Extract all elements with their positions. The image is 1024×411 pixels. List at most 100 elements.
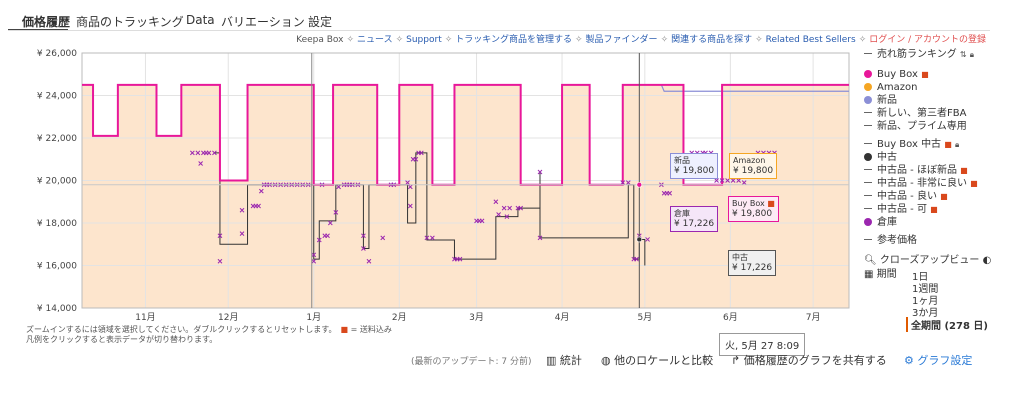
- lock-icon: 🔒︎: [955, 140, 960, 149]
- warehouse-point: [333, 210, 339, 215]
- graph-settings-button[interactable]: ⚙ グラフ設定: [904, 352, 972, 368]
- link-manage-tracking[interactable]: トラッキング商品を管理する: [455, 35, 572, 45]
- y-tick-label: ¥ 16,000: [37, 262, 77, 272]
- hover-point: [636, 181, 643, 188]
- warehouse-point: [537, 169, 543, 175]
- tab-tracking[interactable]: 商品のトラッキング: [76, 15, 184, 29]
- tooltip-new: 新品 ¥ 19,800: [670, 153, 719, 179]
- link-product-finder[interactable]: 製品ファインダー: [585, 35, 658, 45]
- warehouse-point: [239, 207, 245, 213]
- period-1-week[interactable]: 1週間: [912, 284, 939, 295]
- warehouse-point: [311, 258, 317, 264]
- diamond-separator-icon: ✧: [755, 35, 763, 45]
- truck-icon: ■: [944, 140, 952, 149]
- link-related-best-sellers[interactable]: Related Best Sellers: [765, 35, 856, 45]
- line-marker-icon: [864, 143, 872, 144]
- link-keepa-box[interactable]: Keepa Box: [296, 35, 344, 45]
- legend-used-good[interactable]: 中古品 - 良い ■: [864, 190, 948, 203]
- tooltip-value: ¥ 17,226: [674, 219, 715, 229]
- warehouse-point: [496, 212, 501, 217]
- closeup-label: クローズアップビュー: [879, 255, 980, 266]
- period-all[interactable]: 全期間 (278 日): [906, 317, 988, 332]
- toggle-icon[interactable]: ◐: [982, 255, 992, 266]
- top-links: Keepa Box ✧ ニュース ✧ Support ✧ トラッキング商品を管理する ✧ 製品フ…: [296, 32, 986, 45]
- compare-locales-button[interactable]: ◍ 他のロケールと比較: [601, 352, 713, 368]
- tooltip-value: ¥ 17,226: [732, 263, 773, 273]
- diamond-separator-icon: ✧: [444, 35, 453, 45]
- y-tick-label: ¥ 26,000: [37, 49, 77, 59]
- period-1-day[interactable]: 1日: [912, 272, 929, 283]
- tab-data[interactable]: Data: [186, 13, 215, 27]
- warehouse-point: [361, 233, 366, 239]
- tooltip-label: 倉庫: [674, 209, 690, 218]
- stats-button[interactable]: ▥ 統計: [546, 352, 582, 368]
- legend-used-acceptable[interactable]: 中古品 - 可 ■: [864, 203, 938, 216]
- tab-bar-border: [8, 30, 990, 31]
- legend-buy-box[interactable]: Buy Box ■: [864, 68, 929, 81]
- line-marker-icon: [864, 195, 872, 196]
- line-marker-icon: [864, 112, 872, 113]
- legend-label: 中古品 - 良い: [877, 191, 937, 202]
- tooltip-used: 中古 ¥ 17,226: [728, 250, 777, 276]
- warehouse-point: [212, 150, 217, 156]
- diamond-separator-icon: ✧: [858, 35, 867, 45]
- legend-used-like-new[interactable]: 中古品 - ほぼ新品 ■: [864, 164, 968, 177]
- y-tick-label: ¥ 22,000: [37, 134, 77, 144]
- truck-icon: ■: [767, 199, 775, 208]
- tab-variations[interactable]: バリエーション: [221, 15, 305, 29]
- legend-new-3p-fba[interactable]: 新しい、第三者FBA: [864, 107, 966, 120]
- legend-list-price[interactable]: 参考価格: [864, 234, 917, 247]
- dot-marker-icon: [864, 153, 872, 161]
- last-update: (最新のアップデート: 7 分前): [411, 357, 532, 367]
- legend-used-very-good[interactable]: 中古品 - 非常に良い ■: [864, 177, 978, 190]
- warehouse-point: [714, 178, 719, 183]
- warehouse-point: [366, 258, 372, 264]
- truck-icon: ■: [960, 166, 968, 175]
- price-history-chart[interactable]: ¥ 14,000 ¥ 16,000 ¥ 18,000 ¥ 20,000 ¥ 22,000…: [0, 40, 1024, 330]
- closeup-view-toggle[interactable]: 🔍︎ クローズアップビュー ◐: [864, 254, 991, 267]
- warehouse-point: [501, 205, 507, 211]
- tooltip-warehouse: 倉庫 ¥ 17,226: [670, 206, 719, 232]
- legend-label: 中古品 - ほぼ新品: [877, 165, 957, 176]
- warehouse-point: [719, 178, 725, 183]
- warehouse-point: [645, 237, 650, 242]
- zoom-note: ズームインするには領域を選択してください。ダブルクリックするとリセットします。 …: [26, 324, 392, 335]
- legend-new-prime[interactable]: 新品、プライム専用: [864, 120, 967, 133]
- link-login[interactable]: ログイン / アカウントの登録: [869, 35, 986, 45]
- link-news[interactable]: ニュース: [357, 35, 393, 45]
- period-3-months[interactable]: 3か月: [912, 308, 939, 319]
- x-tick-label: 3月: [469, 312, 484, 323]
- warehouse-point: [518, 205, 524, 211]
- y-tick-label: ¥ 24,000: [37, 92, 77, 102]
- warehouse-point: [256, 203, 261, 209]
- tab-price-history[interactable]: 価格履歴: [22, 15, 71, 29]
- legend-warehouse[interactable]: 倉庫: [864, 216, 897, 229]
- warehouse-point: [457, 256, 463, 262]
- tooltip-amazon: Amazon ¥ 19,800: [729, 153, 778, 179]
- legend-used[interactable]: 中古: [864, 151, 897, 164]
- legend-new[interactable]: 新品: [864, 94, 897, 107]
- tooltip-value: ¥ 19,800: [733, 166, 774, 176]
- x-tick-label: 7月: [806, 312, 821, 323]
- truck-icon: ■: [921, 70, 929, 79]
- period-1-month[interactable]: 1ヶ月: [912, 296, 939, 307]
- legend-label: 参考価格: [877, 235, 917, 246]
- warehouse-point: [217, 258, 223, 264]
- x-tick-label: 12月: [218, 312, 238, 323]
- legend-amazon[interactable]: Amazon: [864, 81, 917, 94]
- warehouse-point: [380, 235, 386, 241]
- legend-label: 中古品 - 非常に良い: [877, 178, 967, 189]
- x-tick-label: 5月: [637, 312, 652, 323]
- warehouse-point: [667, 190, 673, 196]
- plot-area[interactable]: [81, 52, 850, 309]
- legend-buy-box-used[interactable]: Buy Box 中古 ■ 🔒︎: [864, 138, 959, 151]
- dot-marker-icon: [864, 96, 872, 104]
- link-support[interactable]: Support: [406, 35, 442, 45]
- legend-sales-rank[interactable]: 売れ筋ランキング ⇅ 🔒︎: [864, 48, 974, 61]
- tab-settings[interactable]: 設定: [308, 15, 333, 29]
- line-marker-icon: [864, 182, 872, 183]
- link-related-products[interactable]: 関連する商品を探す: [671, 35, 753, 45]
- hover-date-label: 火, 5月 27 8:09: [719, 333, 806, 356]
- share-graph-button[interactable]: ↱ 価格履歴のグラフを共有する: [731, 352, 887, 368]
- x-tick-label: 2月: [392, 312, 407, 323]
